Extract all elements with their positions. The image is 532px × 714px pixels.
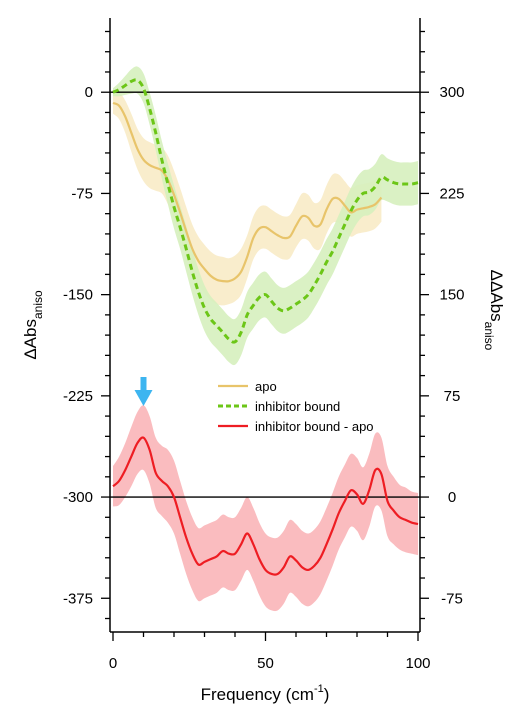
left-tick-label: 0 xyxy=(85,84,93,101)
right-tick-label: 0 xyxy=(448,489,456,506)
peak-arrow xyxy=(134,377,153,406)
x-axis-title: Frequency (cm-1) xyxy=(201,683,330,704)
series-line-3 xyxy=(112,436,419,576)
left-tick-label: -375 xyxy=(63,590,93,607)
x-tick-label: 100 xyxy=(405,655,430,672)
legend: apo inhibitor bound inhibitor bound - apo xyxy=(218,379,374,434)
reference-lines xyxy=(110,91,420,498)
series-line-1 xyxy=(112,101,383,283)
left-tick-label: -150 xyxy=(63,287,93,304)
band-series-3 xyxy=(113,405,418,612)
right-tick-label: 300 xyxy=(439,84,464,101)
right-tick-label: 75 xyxy=(444,388,461,405)
x-tick-label: 0 xyxy=(109,655,117,672)
legend-label: inhibitor bound xyxy=(255,399,340,414)
right-axis-title: ΔΔAbsaniso xyxy=(482,270,506,351)
series-lines xyxy=(112,78,419,576)
axis-ticks: 0 -75 -150 -225 -300 -375 300 225 150 75 0 -75 0 50 10… xyxy=(63,30,465,672)
left-axis-title: ΔAbsaniso xyxy=(21,290,45,360)
arrow-head xyxy=(134,390,153,406)
legend-label: apo xyxy=(255,379,277,394)
series-line-2 xyxy=(112,78,419,344)
right-tick-label: 150 xyxy=(439,287,464,304)
legend-label: inhibitor bound - apo xyxy=(255,419,374,434)
right-tick-label: 225 xyxy=(439,185,464,202)
left-tick-label: -75 xyxy=(71,185,93,202)
left-tick-label: -300 xyxy=(63,489,93,506)
left-tick-label: -225 xyxy=(63,388,93,405)
x-tick-label: 50 xyxy=(257,655,274,672)
confidence-bands xyxy=(113,66,418,612)
right-tick-label: -75 xyxy=(441,590,463,607)
band-series-2 xyxy=(113,66,418,366)
arrow-icon xyxy=(140,377,147,392)
